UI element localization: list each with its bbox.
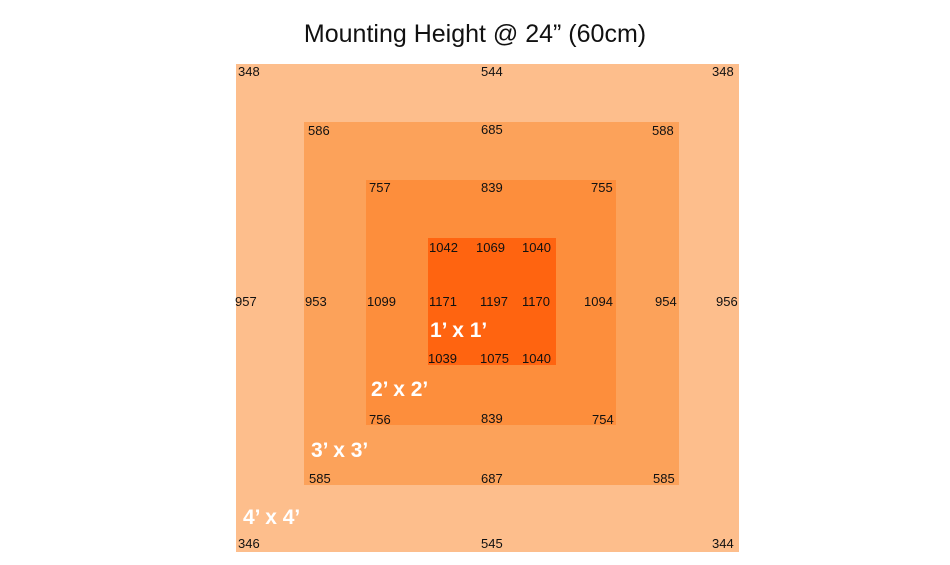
reading-3x3-bottom-left: 585 (309, 471, 331, 486)
reading-2x2-bottom-right: 754 (592, 412, 614, 427)
zone-label-1x1: 1’ x 1’ (430, 319, 488, 342)
reading-1x1-bottom-center: 1075 (480, 351, 509, 366)
zone-label-4x4: 4’ x 4’ (243, 506, 301, 529)
reading-1x1-top-right: 1040 (522, 240, 551, 255)
reading-1x1-mid-right: 1170 (522, 294, 550, 309)
reading-4x4-bottom-left: 346 (238, 536, 260, 551)
reading-1x1-center: 1197 (480, 294, 508, 309)
zone-1x1-square (428, 238, 556, 365)
reading-4x4-top-left: 348 (238, 64, 260, 79)
reading-3x3-top-left: 586 (308, 123, 330, 138)
reading-1x1-bottom-right: 1040 (522, 351, 551, 366)
reading-2x2-bottom-left: 756 (369, 412, 391, 427)
diagram-title: Mounting Height @ 24” (60cm) (303, 20, 647, 48)
zone-label-3x3: 3’ x 3’ (311, 439, 369, 462)
reading-4x4-top-center: 544 (481, 64, 503, 79)
reading-3x3-mid-left: 953 (305, 294, 327, 309)
reading-1x1-top-left: 1042 (429, 240, 458, 255)
zone-label-2x2: 2’ x 2’ (371, 378, 429, 401)
reading-1x1-top-center: 1069 (476, 240, 505, 255)
reading-3x3-mid-right: 954 (655, 294, 677, 309)
reading-3x3-top-right: 588 (652, 123, 674, 138)
reading-2x2-top-right: 755 (591, 180, 613, 195)
reading-2x2-top-center: 839 (481, 180, 503, 195)
reading-1x1-mid-left: 1171 (429, 294, 457, 309)
reading-2x2-top-left: 757 (369, 180, 391, 195)
reading-3x3-bottom-center: 687 (481, 471, 503, 486)
reading-2x2-bottom-center: 839 (481, 411, 503, 426)
reading-2x2-mid-right: 1094 (584, 294, 613, 309)
reading-4x4-top-right: 348 (712, 64, 734, 79)
reading-4x4-mid-left: 957 (235, 294, 257, 309)
reading-3x3-bottom-right: 585 (653, 471, 675, 486)
reading-1x1-bottom-left: 1039 (428, 351, 457, 366)
reading-4x4-bottom-right: 344 (712, 536, 734, 551)
reading-4x4-mid-right: 956 (716, 294, 738, 309)
reading-3x3-top-center: 685 (481, 122, 503, 137)
reading-4x4-bottom-center: 545 (481, 536, 503, 551)
reading-2x2-mid-left: 1099 (367, 294, 396, 309)
